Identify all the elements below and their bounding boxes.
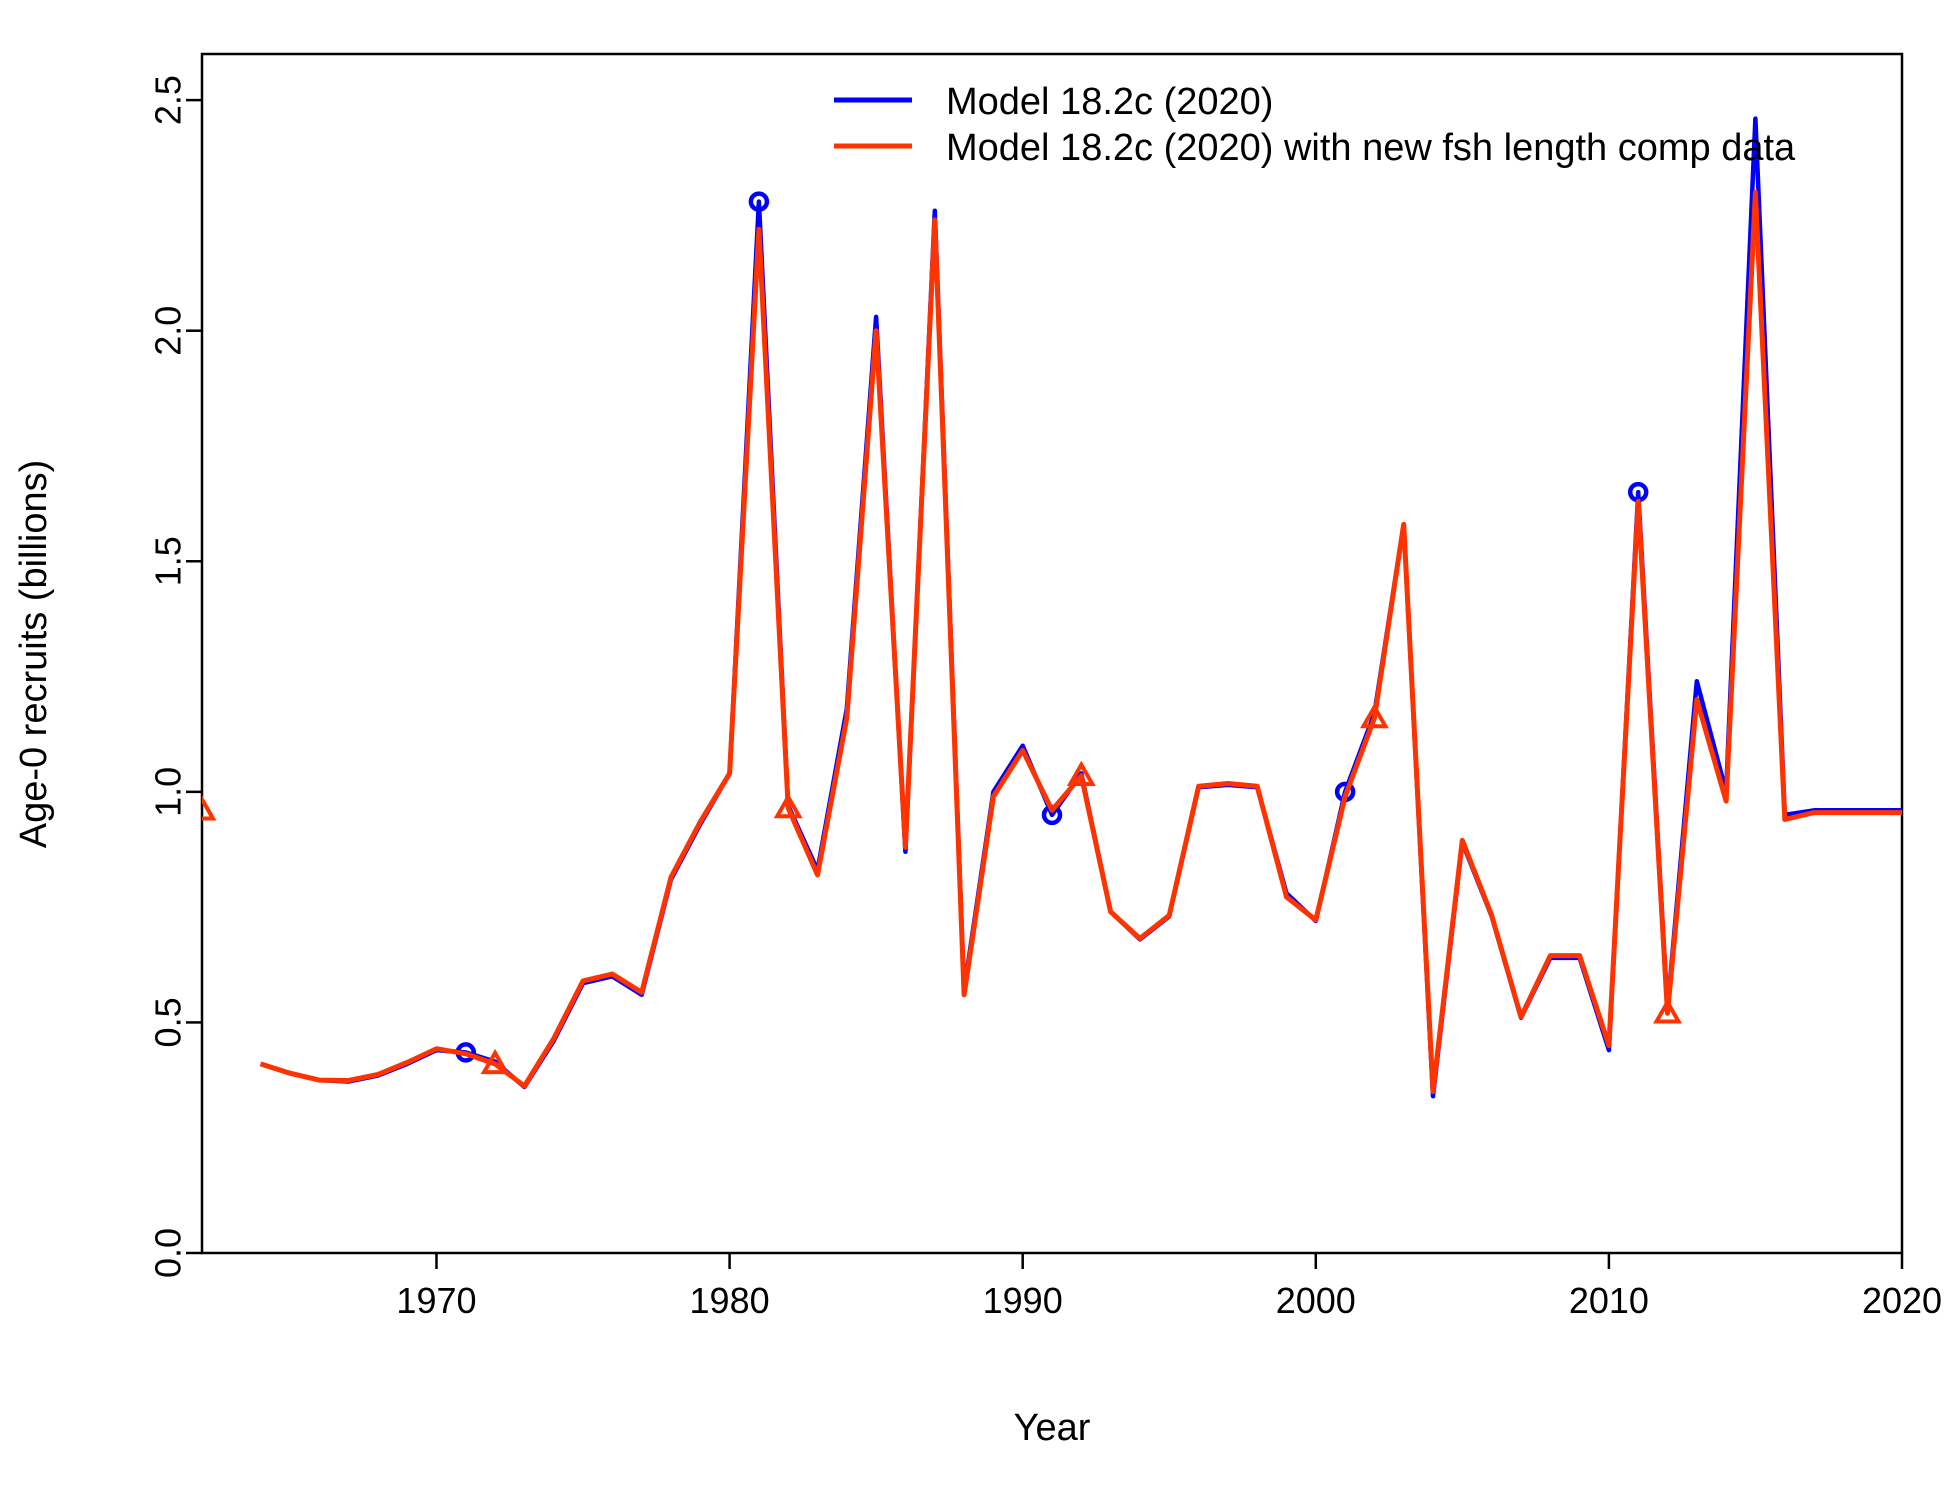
data-point-marker xyxy=(1066,760,1096,786)
series-1 xyxy=(259,116,1902,1099)
series-layer xyxy=(202,116,1902,1099)
legend: Model 18.2c (2020) Model 18.2c (2020) wi… xyxy=(834,81,1796,169)
data-point-marker xyxy=(1653,998,1682,1024)
y-axis-title: Age-0 recruits (billions) xyxy=(13,460,55,849)
data-point-marker xyxy=(202,795,217,821)
legend-label-series-1: Model 18.2c (2020) xyxy=(946,81,1273,123)
data-point-marker xyxy=(480,1048,510,1075)
x-tick-label: 2020 xyxy=(1862,1280,1942,1321)
y-axis: 0.0 0.5 1.0 1.5 2.0 2.5 xyxy=(148,75,202,1278)
x-tick-label: 2000 xyxy=(1276,1280,1356,1321)
series-line-1 xyxy=(259,116,1902,1099)
y-tick-label: 1.0 xyxy=(148,767,189,817)
x-axis: 1970 1980 1990 2000 2010 2020 xyxy=(396,1253,1942,1321)
y-tick-label: 0.5 xyxy=(148,997,189,1047)
x-tick-label: 2010 xyxy=(1569,1280,1649,1321)
plot-frame xyxy=(200,52,1904,1255)
y-tick-label: 2.0 xyxy=(148,306,189,356)
legend-label-series-2: Model 18.2c (2020) with new fsh length c… xyxy=(946,127,1796,169)
y-tick-label: 2.5 xyxy=(148,75,189,125)
series-line-2 xyxy=(259,189,1902,1095)
x-axis-title: Year xyxy=(1014,1407,1091,1449)
series-2 xyxy=(202,189,1902,1095)
data-point-marker xyxy=(1359,703,1389,729)
x-tick-label: 1990 xyxy=(983,1280,1063,1321)
data-point-marker xyxy=(773,792,803,819)
y-tick-label: 1.5 xyxy=(148,536,189,586)
data-point-marker xyxy=(748,191,770,212)
y-tick-label: 0.0 xyxy=(148,1228,189,1278)
x-tick-label: 1980 xyxy=(690,1280,770,1321)
x-tick-label: 1970 xyxy=(396,1280,476,1321)
